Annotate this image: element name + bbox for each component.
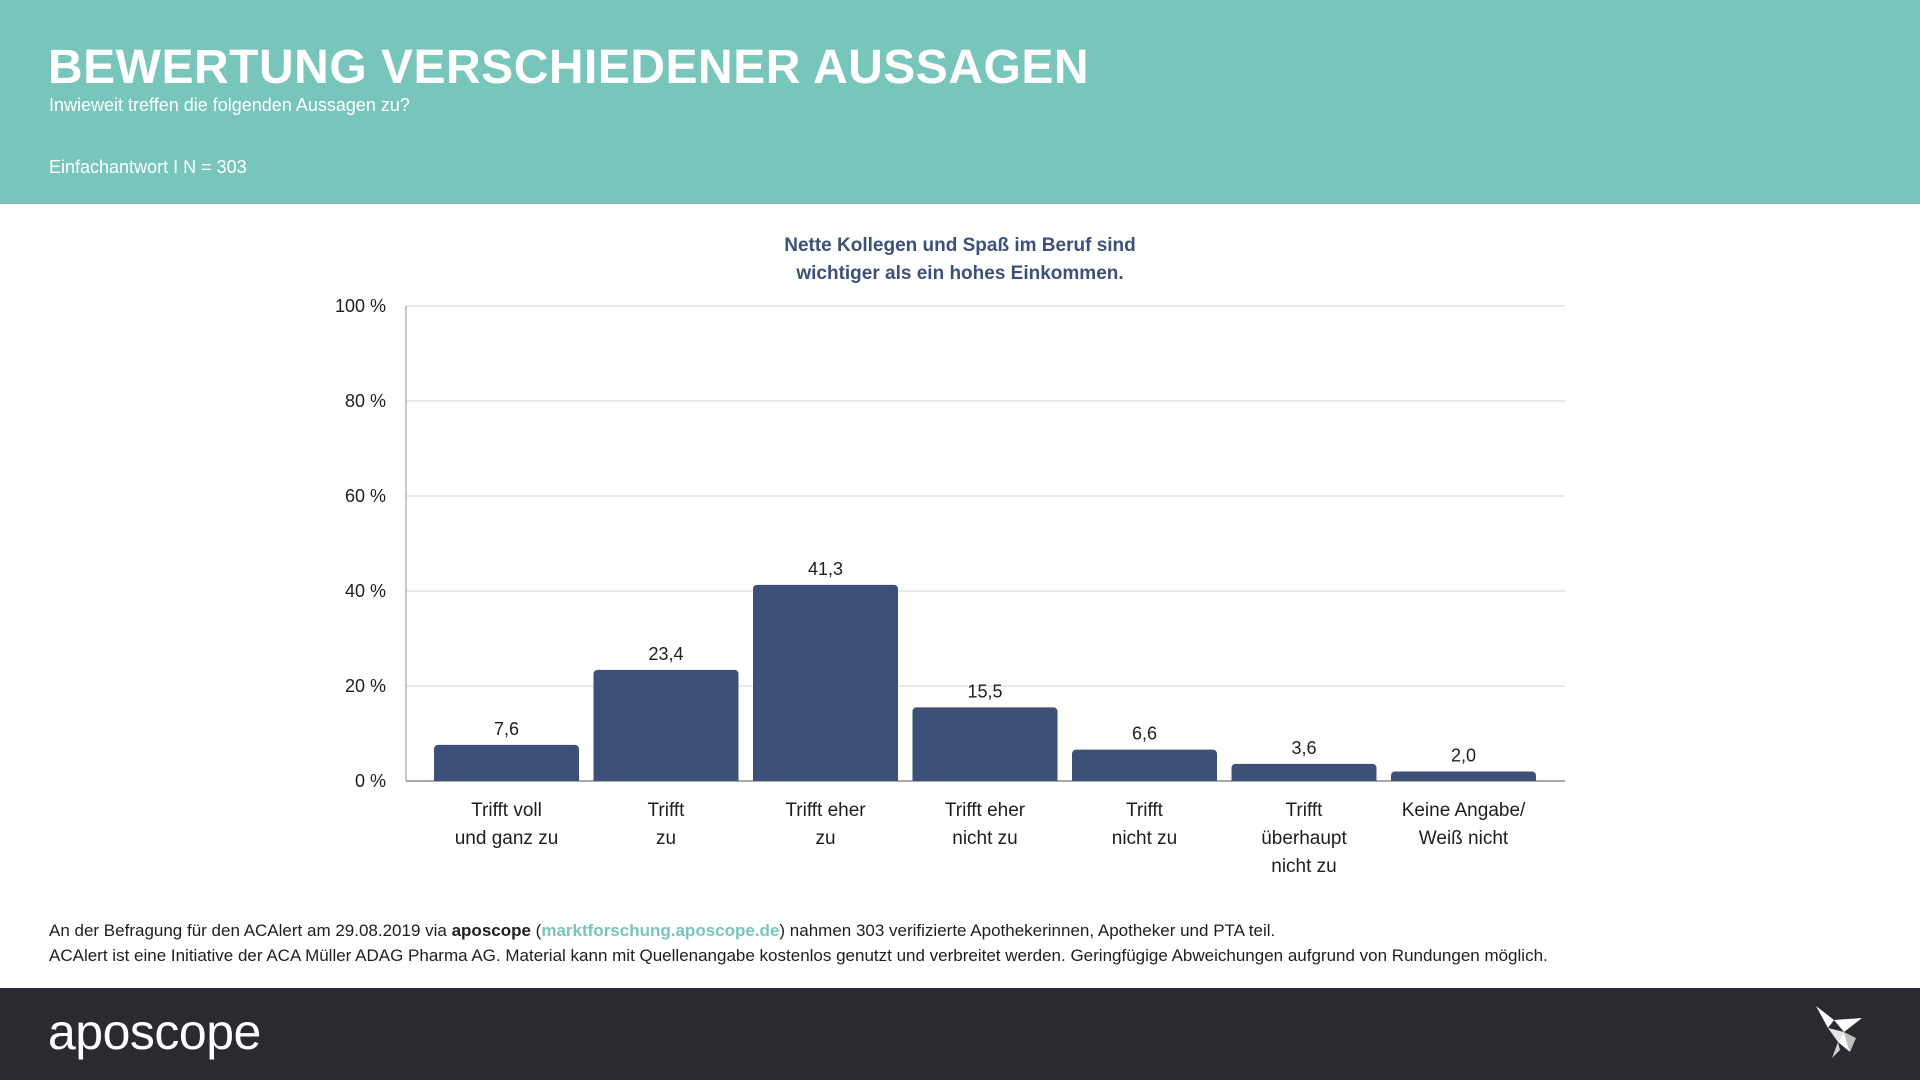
- bar-base: [753, 777, 898, 781]
- x-tick-label: Trifft eher nicht zu: [945, 800, 1026, 849]
- data-label: 2,0: [1451, 746, 1476, 766]
- footnote-line-1: An der Befragung für den ACAlert am 29.0…: [49, 918, 1879, 943]
- y-tick-label: 100 %: [335, 296, 386, 316]
- sample-note: Einfachantwort I N = 303: [49, 157, 247, 177]
- x-tick-label-line: nicht zu: [952, 828, 1017, 849]
- x-tick-label: Trifft eher zu: [785, 800, 866, 849]
- x-tick-label-line: Trifft: [1286, 800, 1324, 821]
- y-tick-label: 0 %: [355, 771, 386, 791]
- bar-chart: 0 % 20 % 40 % 60 % 80 % 100 % 7,6 Trifft voll un…: [335, 296, 1565, 877]
- bar: [753, 584, 898, 781]
- x-tick-label-line: Keine Angabe/: [1402, 800, 1526, 821]
- bar-base: [593, 777, 739, 781]
- bar: [1231, 763, 1377, 781]
- footnote: An der Befragung für den ACAlert am 29.0…: [49, 918, 1879, 968]
- page-title: BEWERTUNG VERSCHIEDENER AUSSAGEN: [48, 41, 1089, 94]
- y-tick-label: 80 %: [345, 391, 386, 411]
- x-tick-label-line: Weiß nicht: [1419, 828, 1509, 849]
- x-tick-label-line: zu: [815, 828, 835, 849]
- chart-title: Nette Kollegen und Spaß im Beruf sind wi…: [660, 232, 1260, 288]
- chart-title-line-1: Nette Kollegen und Spaß im Beruf sind: [784, 235, 1136, 256]
- bar-base: [1072, 777, 1217, 781]
- x-tick-label-line: überhaupt: [1261, 828, 1347, 849]
- x-tick-label-line: nicht zu: [1112, 828, 1177, 849]
- origami-bird-icon: [1816, 1006, 1862, 1058]
- bar-base: [1231, 777, 1377, 781]
- footnote-text: An der Befragung für den ACAlert am 29.0…: [49, 921, 452, 940]
- x-tick-label: Trifft zu: [648, 800, 686, 849]
- bar-base: [434, 777, 579, 781]
- footnote-line-2: ACAlert ist eine Initiative der ACA Müll…: [49, 946, 1548, 965]
- bar: [912, 707, 1058, 781]
- aposcope-logo: aposcope: [48, 1004, 261, 1060]
- footnote-link[interactable]: marktforschung.aposcope.de: [541, 921, 780, 940]
- x-tick-label: Trifft überhaupt nicht zu: [1261, 800, 1347, 877]
- x-tick-label-line: nicht zu: [1271, 856, 1336, 877]
- bar: [593, 669, 739, 781]
- x-tick-label-line: Trifft voll: [471, 800, 542, 821]
- x-tick-label-line: zu: [656, 828, 676, 849]
- x-tick-label-line: und ganz zu: [455, 828, 559, 849]
- header: BEWERTUNG VERSCHIEDENER AUSSAGEN Inwiewe…: [0, 0, 1920, 204]
- x-tick-label: Keine Angabe/Weiß nicht: [1402, 800, 1526, 849]
- bar: [1072, 749, 1217, 781]
- data-label: 6,6: [1132, 724, 1157, 744]
- x-tick-label-line: Trifft eher: [945, 800, 1026, 821]
- y-tick-label: 40 %: [345, 581, 386, 601]
- footer: aposcope: [0, 988, 1920, 1080]
- y-tick-label: 60 %: [345, 486, 386, 506]
- bar-base: [912, 777, 1058, 781]
- data-label: 7,6: [494, 719, 519, 739]
- footnote-brand: aposcope: [451, 921, 531, 940]
- data-label: 3,6: [1291, 738, 1316, 758]
- y-tick-label: 20 %: [345, 676, 386, 696]
- x-tick-label-line: Trifft: [648, 800, 686, 821]
- data-label: 23,4: [648, 644, 683, 664]
- page-subtitle: Inwieweit treffen die folgenden Aussagen…: [49, 95, 410, 115]
- x-tick-label: Trifft voll und ganz zu: [455, 800, 559, 849]
- bar-base: [1391, 777, 1536, 781]
- data-label: 15,5: [967, 681, 1002, 701]
- x-tick-label: Trifft nicht zu: [1112, 800, 1177, 849]
- x-tick-label-line: Trifft: [1126, 800, 1164, 821]
- footnote-paren: (: [530, 921, 542, 940]
- x-tick-label-line: Trifft eher: [785, 800, 866, 821]
- data-label: 41,3: [808, 559, 843, 579]
- footnote-text-end: ) nahmen 303 verifizierte Apothekerinnen…: [779, 921, 1276, 940]
- chart-title-line-2: wichtiger als ein hohes Einkommen.: [796, 263, 1124, 284]
- bar: [434, 744, 579, 781]
